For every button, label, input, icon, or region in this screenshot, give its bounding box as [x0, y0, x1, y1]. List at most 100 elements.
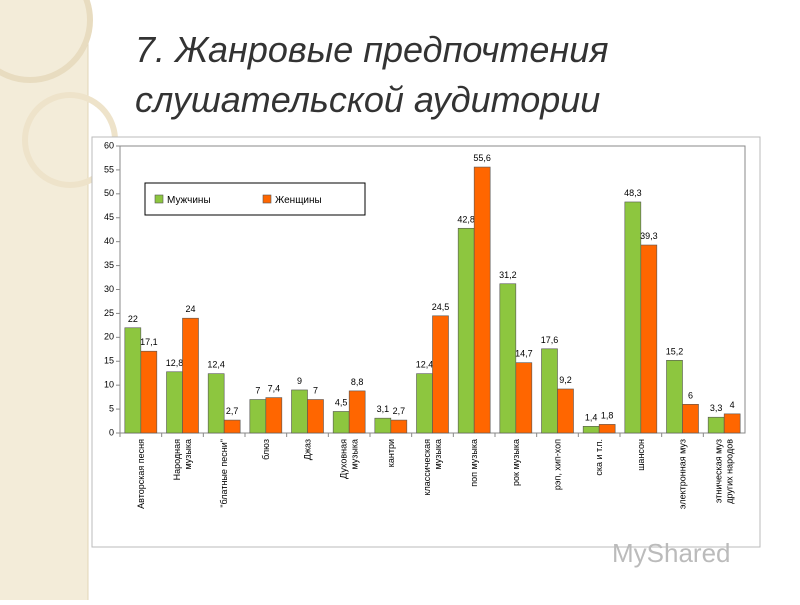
value-label: 2,7: [226, 406, 239, 416]
bar: [166, 371, 183, 434]
bar: [265, 397, 283, 434]
bar: [332, 411, 350, 434]
y-tick-label: 55: [104, 164, 114, 174]
y-tick-label: 15: [104, 356, 114, 366]
value-label: 48,3: [624, 188, 642, 198]
value-label: 14,7: [515, 349, 533, 359]
y-tick-label: 25: [104, 308, 114, 318]
value-label: 24,5: [432, 302, 450, 312]
bar: [515, 362, 533, 434]
legend-label: Мужчины: [167, 195, 211, 206]
bar: [598, 424, 616, 434]
x-tick-label: этническая муз: [714, 439, 724, 503]
value-label: 39,3: [640, 231, 658, 241]
value-label: 9: [297, 376, 302, 386]
x-tick-label: музыка: [433, 439, 443, 470]
bar: [207, 373, 225, 434]
x-tick-label: классическая: [422, 439, 432, 496]
bar: [707, 416, 725, 434]
bar: [723, 413, 741, 434]
y-tick-label: 60: [104, 140, 114, 150]
bar: [140, 350, 158, 434]
bar: [624, 201, 642, 434]
value-label: 12,4: [207, 360, 225, 370]
bar: [432, 315, 449, 434]
x-tick-label: других народов: [725, 439, 735, 504]
y-tick-label: 5: [109, 403, 114, 413]
x-tick-label: Авторская песня: [136, 439, 146, 509]
y-tick-label: 50: [104, 188, 114, 198]
title: 7. Жанровые предпочтения: [135, 29, 608, 70]
bar: [390, 419, 408, 434]
value-label: 3,3: [710, 403, 723, 413]
x-tick-label: блюз: [261, 439, 271, 460]
value-label: 7: [313, 386, 318, 396]
bar: [307, 399, 324, 434]
y-tick-label: 45: [104, 212, 114, 222]
y-tick-label: 35: [104, 260, 114, 270]
x-tick-label: музыка: [183, 439, 193, 470]
bar: [416, 373, 433, 434]
bar: [374, 417, 392, 434]
value-label: 8,8: [351, 377, 364, 387]
value-label: 24: [185, 304, 195, 314]
value-label: 15,2: [666, 346, 684, 356]
bar: [457, 227, 475, 434]
value-label: 12,8: [166, 358, 184, 368]
y-tick-label: 10: [104, 380, 114, 390]
value-label: 7,4: [268, 384, 281, 394]
watermark: MyShared: [612, 538, 731, 568]
value-label: 22: [128, 314, 138, 324]
y-tick-label: 20: [104, 332, 114, 342]
x-tick-label: рэп, хип-хоп: [553, 439, 563, 490]
bar: [348, 390, 366, 434]
value-label: 12,4: [416, 360, 434, 370]
legend-swatch: [154, 194, 164, 204]
bar: [182, 317, 199, 434]
bar: [582, 426, 600, 434]
bar: [499, 283, 517, 434]
bar: [223, 419, 241, 434]
bar: [666, 359, 683, 434]
bar: [473, 166, 491, 434]
value-label: 17,6: [541, 335, 559, 345]
y-tick-label: 0: [109, 427, 114, 437]
value-label: 2,7: [393, 406, 406, 416]
x-tick-label: электронная муз: [678, 439, 688, 509]
value-label: 42,8: [457, 214, 475, 224]
x-tick-label: Духовная: [339, 439, 349, 479]
side-strip: [0, 0, 88, 600]
value-label: 55,6: [473, 153, 491, 163]
value-label: 17,1: [140, 337, 158, 347]
value-label: 1,8: [601, 410, 614, 420]
y-tick-label: 40: [104, 236, 114, 246]
x-tick-label: поп музыка: [469, 439, 479, 487]
value-label: 7: [255, 386, 260, 396]
x-tick-label: музыка: [350, 439, 360, 470]
bar: [124, 327, 142, 434]
x-tick-label: шансон: [636, 439, 646, 471]
bar: [291, 389, 308, 434]
bar: [557, 388, 574, 434]
x-tick-label: ска и т.п.: [594, 439, 604, 476]
deco-circle: [0, 0, 93, 83]
value-label: 4,5: [335, 397, 348, 407]
legend-swatch: [262, 194, 272, 204]
bar: [249, 399, 267, 434]
legend-box: [144, 182, 366, 216]
bar: [682, 403, 699, 434]
value-label: 3,1: [377, 404, 390, 414]
x-tick-label: Джаз: [303, 439, 313, 460]
value-label: 9,2: [559, 375, 572, 385]
x-tick-label: Народная: [172, 439, 182, 481]
bar: [640, 244, 658, 434]
legend-label: Женщины: [275, 195, 322, 206]
value-label: 31,2: [499, 270, 517, 280]
value-label: 6: [688, 390, 693, 400]
x-tick-label: кантри: [386, 439, 396, 467]
value-label: 1,4: [585, 412, 598, 422]
x-tick-label: "блатные песни": [219, 439, 229, 508]
y-tick-label: 30: [104, 284, 114, 294]
value-label: 4: [730, 400, 735, 410]
